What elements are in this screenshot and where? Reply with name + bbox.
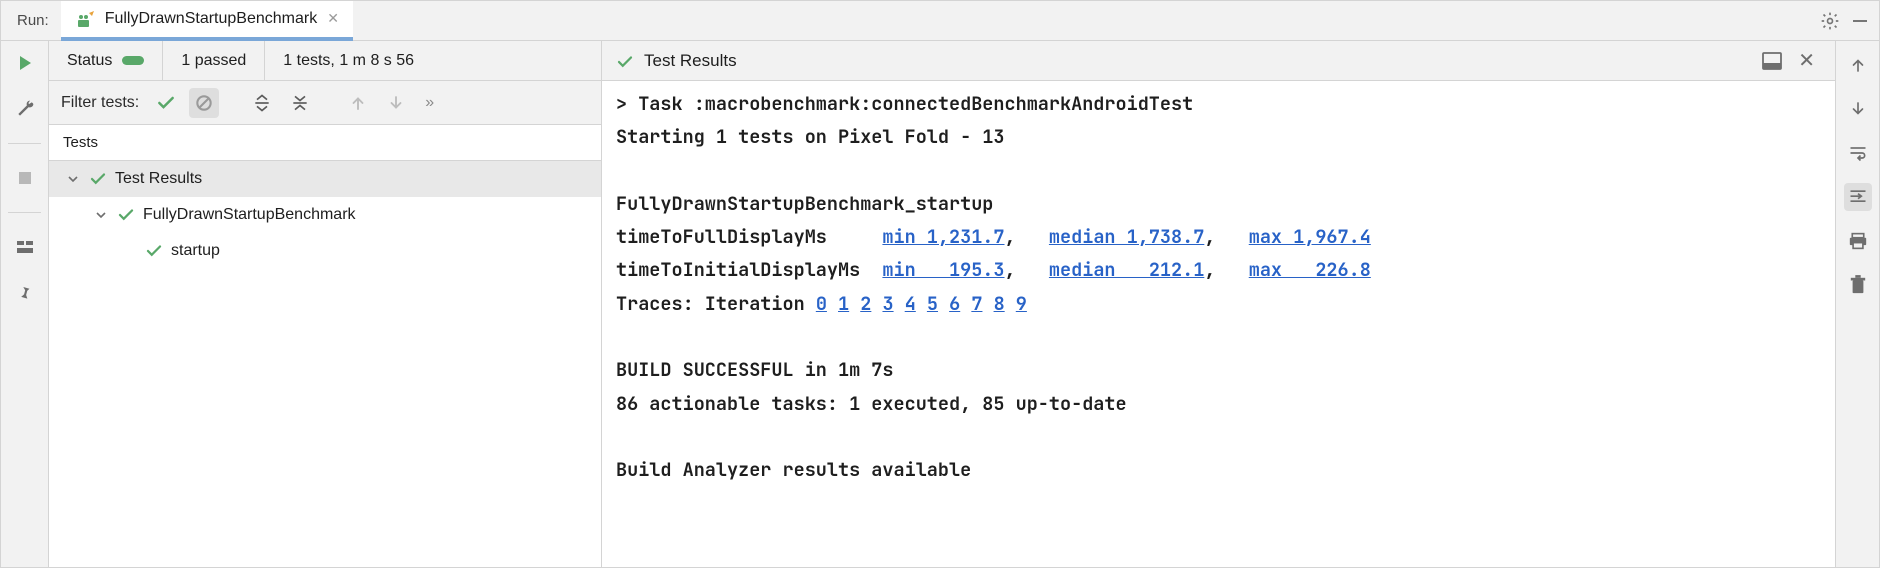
tests-column-header: Tests [49, 125, 601, 161]
trace-link[interactable]: 9 [1016, 291, 1027, 316]
trace-link[interactable]: median 212.1 [1049, 257, 1204, 282]
tree-root-row[interactable]: Test Results [49, 161, 601, 197]
tests-panel: Status 1 passed 1 tests, 1 m 8 s 56 Filt… [49, 41, 602, 567]
filter-passed-icon[interactable] [151, 88, 181, 118]
tree-case-label: startup [171, 242, 220, 260]
filter-ignored-icon[interactable] [189, 88, 219, 118]
trace-link[interactable]: 3 [882, 291, 893, 316]
tree-case-row[interactable]: startup [49, 233, 601, 269]
layout-icon[interactable] [11, 233, 39, 261]
status-bar: Status 1 passed 1 tests, 1 m 8 s 56 [49, 41, 601, 81]
trace-link[interactable]: 7 [971, 291, 982, 316]
chevron-down-icon [67, 173, 81, 185]
stop-button[interactable] [11, 164, 39, 192]
trace-link[interactable]: max 1,967.4 [1249, 224, 1371, 249]
rerun-button[interactable] [11, 49, 39, 77]
tests-tree: Test Results FullyDrawnStartupBenchmark [49, 161, 601, 567]
trace-link[interactable]: 6 [949, 291, 960, 316]
status-cell-summary: 1 tests, 1 m 8 s 56 [265, 41, 601, 80]
collapse-all-icon[interactable] [285, 88, 315, 118]
filter-bar: Filter tests: [49, 81, 601, 125]
status-cell-state: Status [49, 41, 163, 80]
run-config-tab[interactable]: FullyDrawnStartupBenchmark ✕ [61, 1, 353, 41]
console-pane: Test Results ✕ > Task :macrobenchmark:co… [602, 41, 1835, 567]
run-config-name: FullyDrawnStartupBenchmark [105, 10, 318, 28]
left-tool-rail [1, 41, 49, 567]
trace-link[interactable]: 5 [927, 291, 938, 316]
trace-link[interactable]: 2 [860, 291, 871, 316]
trace-link[interactable]: 8 [994, 291, 1005, 316]
prev-failed-icon[interactable] [343, 88, 373, 118]
check-icon [117, 206, 135, 224]
android-run-icon [75, 9, 95, 29]
next-failed-icon[interactable] [381, 88, 411, 118]
check-icon [616, 52, 634, 70]
tree-suite-label: FullyDrawnStartupBenchmark [143, 206, 356, 224]
filter-more-icon[interactable]: » [419, 94, 440, 112]
status-label: Status [67, 52, 112, 70]
check-icon [89, 170, 107, 188]
soft-wrap-icon[interactable] [1844, 139, 1872, 167]
trace-link[interactable]: max 226.8 [1249, 257, 1371, 282]
status-summary: 1 tests, 1 m 8 s 56 [283, 52, 414, 70]
trash-icon[interactable] [1844, 271, 1872, 299]
wrench-icon[interactable] [11, 95, 39, 123]
pin-icon[interactable] [11, 279, 39, 307]
run-label: Run: [9, 12, 61, 29]
settings-gear-icon[interactable] [1819, 10, 1841, 32]
scroll-to-end-icon[interactable] [1844, 183, 1872, 211]
trace-link[interactable]: median 1,738.7 [1049, 224, 1204, 249]
status-passed: 1 passed [181, 52, 246, 70]
trace-link[interactable]: 4 [905, 291, 916, 316]
trace-link[interactable]: min 195.3 [882, 257, 1004, 282]
trace-link[interactable]: 1 [838, 291, 849, 316]
tree-suite-row[interactable]: FullyDrawnStartupBenchmark [49, 197, 601, 233]
expand-all-icon[interactable] [247, 88, 277, 118]
print-icon[interactable] [1844, 227, 1872, 255]
filter-label: Filter tests: [61, 94, 139, 112]
right-tool-rail [1835, 41, 1879, 567]
scroll-up-icon[interactable] [1844, 51, 1872, 79]
console-header: Test Results ✕ [602, 41, 1835, 81]
close-console-icon[interactable]: ✕ [1792, 48, 1821, 73]
trace-link[interactable]: 0 [816, 291, 827, 316]
tests-header-label: Tests [63, 134, 98, 151]
console-title: Test Results [644, 51, 737, 71]
run-top-bar: Run: FullyDrawnStartupBenchmark ✕ [1, 1, 1879, 41]
minimize-icon[interactable] [1849, 10, 1871, 32]
console-output[interactable]: > Task :macrobenchmark:connectedBenchmar… [602, 81, 1835, 567]
status-pill-icon [122, 56, 144, 65]
scroll-down-icon[interactable] [1844, 95, 1872, 123]
status-cell-passed: 1 passed [163, 41, 265, 80]
check-icon [145, 242, 163, 260]
tree-root-label: Test Results [115, 170, 202, 188]
chevron-down-icon [95, 209, 109, 221]
trace-link[interactable]: min 1,231.7 [882, 224, 1004, 249]
layout-toggle-icon[interactable] [1762, 52, 1782, 70]
close-tab-icon[interactable]: ✕ [327, 10, 339, 27]
